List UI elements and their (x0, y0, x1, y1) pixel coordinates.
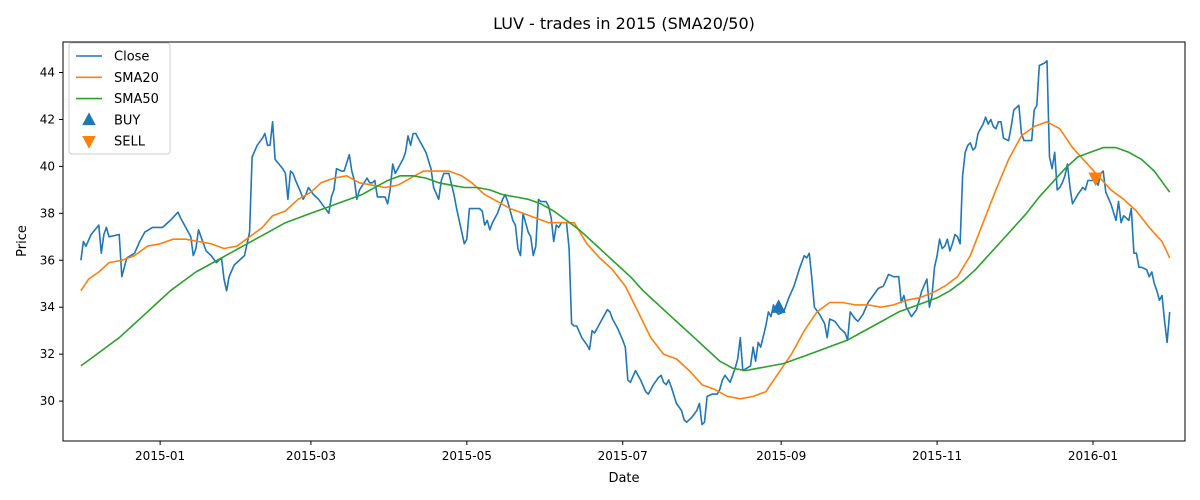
y-tick-label: 38 (40, 206, 55, 220)
legend-label-buy: BUY (114, 113, 140, 128)
y-tick-label: 36 (40, 253, 55, 267)
y-tick-label: 42 (40, 112, 55, 126)
x-axis: 2015-01 2015-03 2015-05 2015-07 2015-09 2015-… (135, 441, 1118, 463)
legend-label-close: Close (114, 50, 149, 65)
y-tick-label: 34 (40, 300, 55, 314)
plot-area (80, 60, 1171, 426)
sell-marker (1088, 172, 1103, 187)
legend-swatch-buy (82, 112, 96, 126)
x-tick-label: 2015-07 (598, 449, 648, 463)
x-tick-label: 2015-11 (912, 449, 962, 463)
y-tick-label: 32 (40, 347, 55, 361)
buy-marker (771, 299, 786, 313)
legend-label-sell: SELL (114, 135, 146, 150)
y-tick-label: 44 (40, 66, 55, 80)
legend-swatch-sell (82, 135, 96, 149)
x-tick-label: 2016-01 (1068, 449, 1118, 463)
series-line-sma20 (80, 121, 1171, 400)
plot-frame (62, 41, 1186, 442)
series-line-close (80, 60, 1171, 426)
chart-title: LUV - trades in 2015 (SMA20/50) (493, 14, 755, 33)
x-tick-label: 2015-03 (286, 449, 336, 463)
x-tick-label: 2015-09 (756, 449, 806, 463)
x-tick-label: 2015-01 (135, 449, 185, 463)
legend-label-sma50: SMA50 (114, 92, 159, 107)
y-axis-label: Price (15, 225, 30, 257)
legend-box (68, 42, 171, 155)
legend: Close SMA20 SMA50 BUY SELL (68, 42, 171, 155)
series-line-sma50 (80, 146, 1171, 372)
x-axis-label: Date (608, 471, 639, 486)
y-tick-label: 30 (40, 394, 55, 408)
y-tick-label: 40 (40, 159, 55, 173)
x-tick-label: 2015-05 (442, 449, 492, 463)
y-axis: 30 32 34 36 38 40 42 44 (40, 66, 63, 408)
legend-label-sma20: SMA20 (114, 71, 159, 86)
